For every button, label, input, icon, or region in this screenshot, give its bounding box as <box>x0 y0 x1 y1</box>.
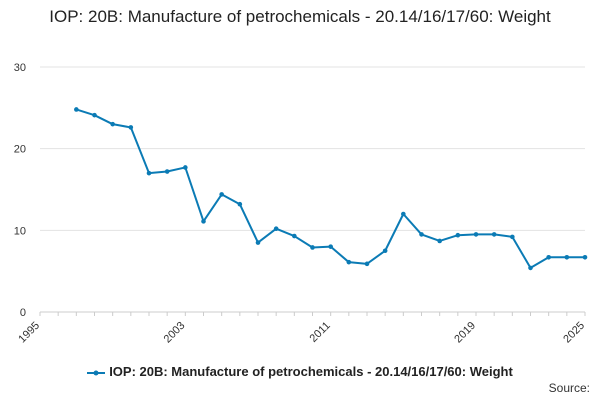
data-point[interactable] <box>528 265 533 271</box>
data-point[interactable] <box>310 245 315 250</box>
y-tick-label: 10 <box>14 225 26 237</box>
data-point[interactable] <box>546 254 551 260</box>
data-point[interactable] <box>255 240 261 245</box>
data-point[interactable] <box>401 211 406 217</box>
data-point[interactable] <box>491 232 497 237</box>
y-tick-label: 0 <box>20 307 26 319</box>
chart-title: IOP: 20B: Manufacture of petrochemicals … <box>49 7 551 26</box>
data-point[interactable] <box>128 125 134 130</box>
series-line <box>76 108 585 269</box>
data-point[interactable] <box>292 233 297 239</box>
data-point[interactable] <box>455 232 461 238</box>
data-point[interactable] <box>74 107 79 112</box>
data-point[interactable] <box>419 232 424 237</box>
x-tick-label: 2011 <box>308 320 333 345</box>
x-tick-label: 1995 <box>16 320 42 346</box>
data-point[interactable] <box>92 112 97 118</box>
data-point[interactable] <box>164 169 170 174</box>
data-point[interactable] <box>273 226 279 231</box>
x-axis <box>39 311 586 316</box>
x-tick-label: 2019 <box>452 320 478 346</box>
legend[interactable]: IOP: 20B: Manufacture of petrochemicals … <box>0 364 600 379</box>
data-point[interactable] <box>473 232 479 237</box>
data-point[interactable] <box>110 121 115 127</box>
data-point[interactable] <box>364 261 370 267</box>
source-label: Source: <box>548 381 590 395</box>
x-axis-tick-labels: 1995 2003 2011 2019 2025 <box>16 320 587 346</box>
data-point[interactable] <box>237 201 243 207</box>
data-point[interactable] <box>510 234 515 240</box>
legend-label: IOP: 20B: Manufacture of petrochemicals … <box>109 364 513 379</box>
series-line-path <box>76 108 585 269</box>
data-point[interactable] <box>201 219 206 224</box>
data-point[interactable] <box>346 259 352 265</box>
data-point[interactable] <box>564 254 570 260</box>
data-point[interactable] <box>437 238 442 244</box>
data-point[interactable] <box>328 244 333 249</box>
grid-lines <box>40 66 585 231</box>
y-tick-label: 20 <box>14 144 26 156</box>
data-point[interactable] <box>183 165 188 170</box>
legend-swatch-icon <box>87 370 106 376</box>
data-point[interactable] <box>382 248 388 254</box>
y-axis-tick-labels: 0 10 20 30 <box>14 62 26 319</box>
data-point[interactable] <box>582 254 588 260</box>
data-point[interactable] <box>146 170 152 176</box>
y-tick-label: 30 <box>14 62 26 74</box>
x-tick-label: 2025 <box>561 320 587 346</box>
data-points <box>74 107 588 271</box>
data-point[interactable] <box>219 192 224 197</box>
x-tick-label: 2003 <box>162 320 188 346</box>
